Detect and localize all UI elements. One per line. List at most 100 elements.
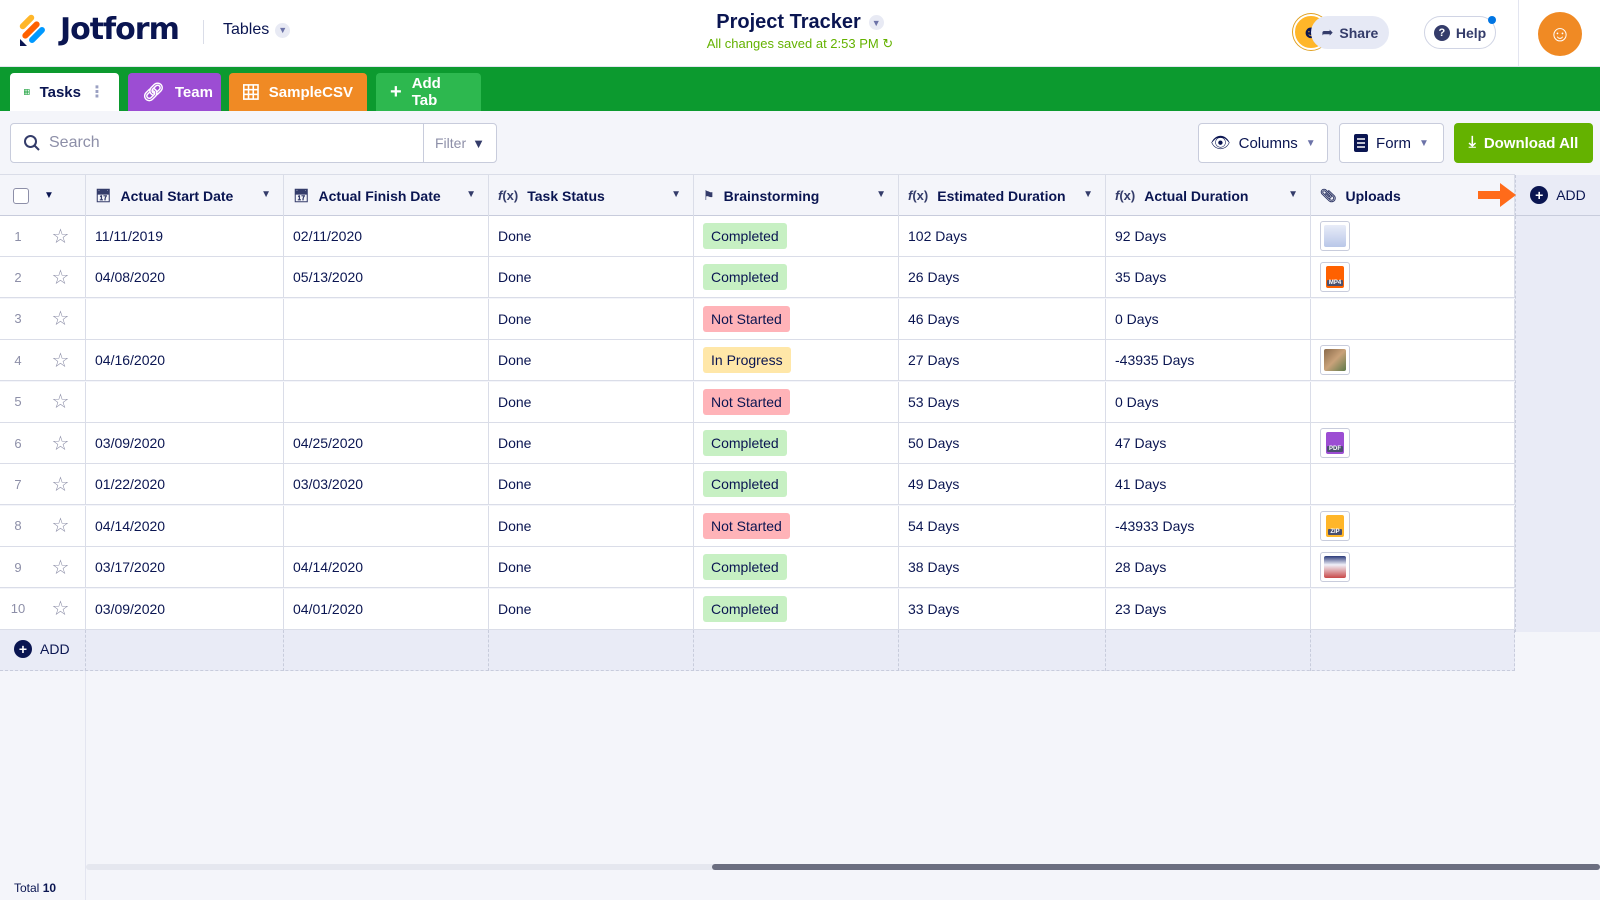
column-header-actual-start-date[interactable]: 📅︎ Actual Start Date ▼ <box>86 175 284 216</box>
table-row[interactable]: 8 ☆ 04/14/2020 Done Not Started 54 Days -43933… <box>0 505 1515 547</box>
column-header-actual-finish-date[interactable]: 📅︎ Actual Finish Date ▼ <box>284 175 489 216</box>
column-header-brainstorming[interactable]: ⚑ Brainstorming ▼ <box>694 175 899 216</box>
table-row[interactable]: 3 ☆ Done Not Started 46 Days 0 Days <box>0 298 1515 340</box>
cell-start[interactable]: 04/16/2020 <box>86 340 284 381</box>
tab-options-icon[interactable]: ⋮ <box>89 84 105 101</box>
column-menu-chevron-icon[interactable]: ▼ <box>1083 189 1093 200</box>
cell-finish[interactable] <box>284 298 489 339</box>
cell-status[interactable]: Done <box>489 588 694 629</box>
search-input[interactable] <box>49 134 389 152</box>
star-icon[interactable]: ☆ <box>51 556 70 579</box>
cell-upload[interactable]: MP4 <box>1311 257 1515 298</box>
cell-upload[interactable] <box>1311 381 1515 422</box>
column-menu-chevron-icon[interactable]: ▼ <box>261 189 271 200</box>
add-column-button[interactable]: + ADD <box>1515 175 1600 216</box>
cell-brainstorm[interactable]: Not Started <box>694 381 899 422</box>
cell-status[interactable]: Done <box>489 464 694 505</box>
cell-actual[interactable]: 92 Days <box>1106 216 1311 256</box>
upload-thumbnail[interactable] <box>1320 345 1350 376</box>
user-avatar[interactable]: ☺ <box>1538 12 1582 56</box>
cell-finish[interactable] <box>284 340 489 381</box>
add-row-button[interactable]: + ADD <box>14 640 70 658</box>
select-all-checkbox[interactable] <box>13 187 29 204</box>
table-row[interactable]: 1 ☆ 11/11/2019 02/11/2020 Done Completed 102 D… <box>0 216 1515 257</box>
cell-upload[interactable] <box>1311 547 1515 588</box>
tab-tasks[interactable]: Tasks ⋮ <box>10 73 119 111</box>
cell-finish[interactable]: 03/03/2020 <box>284 464 489 505</box>
horizontal-scrollbar-thumb[interactable] <box>712 864 1600 870</box>
cell-brainstorm[interactable]: In Progress <box>694 340 899 381</box>
column-header-task-status[interactable]: f(x) Task Status ▼ <box>489 175 694 216</box>
cell-brainstorm[interactable]: Completed <box>694 257 899 298</box>
table-row[interactable]: 7 ☆ 01/22/2020 03/03/2020 Done Completed 49 Da… <box>0 464 1515 506</box>
cell-start[interactable]: 03/09/2020 <box>86 588 284 629</box>
table-row[interactable]: 5 ☆ Done Not Started 53 Days 0 Days <box>0 381 1515 423</box>
cell-est[interactable]: 33 Days <box>899 588 1106 629</box>
cell-status[interactable]: Done <box>489 340 694 381</box>
cell-actual[interactable]: 0 Days <box>1106 298 1311 339</box>
cell-status[interactable]: Done <box>489 423 694 463</box>
cell-finish[interactable] <box>284 505 489 546</box>
cell-status[interactable]: Done <box>489 216 694 256</box>
cell-est[interactable]: 50 Days <box>899 423 1106 463</box>
columns-button[interactable]: 👁︎ Columns ▼ <box>1198 123 1328 163</box>
share-button[interactable]: ➦ Share <box>1311 16 1389 49</box>
cell-start[interactable]: 01/22/2020 <box>86 464 284 505</box>
cell-brainstorm[interactable]: Completed <box>694 547 899 588</box>
cell-upload[interactable]: ZIP <box>1311 505 1515 546</box>
title-chevron-down-icon[interactable]: ▼ <box>868 15 884 30</box>
cell-brainstorm[interactable]: Completed <box>694 464 899 505</box>
cell-actual[interactable]: -43935 Days <box>1106 340 1311 381</box>
column-menu-chevron-icon[interactable]: ▼ <box>466 189 476 200</box>
table-row[interactable]: 6 ☆ 03/09/2020 04/25/2020 Done Completed 50 Da… <box>0 423 1515 464</box>
cell-est[interactable]: 54 Days <box>899 505 1106 546</box>
cell-status[interactable]: Done <box>489 381 694 422</box>
cell-actual[interactable]: 35 Days <box>1106 257 1311 298</box>
cell-upload[interactable]: PDF <box>1311 423 1515 463</box>
star-icon[interactable]: ☆ <box>51 349 70 372</box>
column-header-actual-duration[interactable]: f(x) Actual Duration ▼ <box>1106 175 1311 216</box>
column-menu-chevron-icon[interactable]: ▼ <box>1288 189 1298 200</box>
help-button[interactable]: ? Help <box>1424 16 1496 49</box>
star-icon[interactable]: ☆ <box>51 391 70 414</box>
cell-brainstorm[interactable]: Completed <box>694 423 899 463</box>
cell-upload[interactable] <box>1311 298 1515 339</box>
cell-finish[interactable]: 04/01/2020 <box>284 588 489 629</box>
tab-team[interactable]: 🔗︎ Team <box>128 73 221 111</box>
select-chevron-down-icon[interactable]: ▼ <box>44 190 54 201</box>
cell-status[interactable]: Done <box>489 257 694 298</box>
cell-status[interactable]: Done <box>489 298 694 339</box>
tab-samplecsv[interactable]: SampleCSV <box>229 73 367 111</box>
cell-start[interactable]: 04/08/2020 <box>86 257 284 298</box>
cell-actual[interactable]: 28 Days <box>1106 547 1311 588</box>
star-icon[interactable]: ☆ <box>51 225 70 248</box>
star-icon[interactable]: ☆ <box>51 515 70 538</box>
column-header-estimated-duration[interactable]: f(x) Estimated Duration ▼ <box>899 175 1106 216</box>
cell-est[interactable]: 53 Days <box>899 381 1106 422</box>
upload-thumbnail[interactable] <box>1320 552 1350 583</box>
cell-start[interactable]: 11/11/2019 <box>86 216 284 256</box>
table-row[interactable]: 4 ☆ 04/16/2020 Done In Progress 27 Days -43935… <box>0 340 1515 382</box>
product-selector[interactable]: Tables ▼ <box>223 21 291 39</box>
table-row[interactable]: 9 ☆ 03/17/2020 04/14/2020 Done Completed 38 Da… <box>0 547 1515 589</box>
cell-brainstorm[interactable]: Not Started <box>694 298 899 339</box>
page-title[interactable]: Project Tracker <box>716 11 861 33</box>
form-button[interactable]: Form ▼ <box>1339 123 1444 163</box>
cell-upload[interactable] <box>1311 340 1515 381</box>
cell-est[interactable]: 49 Days <box>899 464 1106 505</box>
cell-finish[interactable]: 05/13/2020 <box>284 257 489 298</box>
cell-est[interactable]: 102 Days <box>899 216 1106 256</box>
table-row[interactable]: 10 ☆ 03/09/2020 04/01/2020 Done Completed 33 D… <box>0 588 1515 630</box>
cell-start[interactable]: 04/14/2020 <box>86 505 284 546</box>
download-all-button[interactable]: ⤓ Download All <box>1454 123 1593 163</box>
jotform-logo[interactable]: Jotform <box>18 12 180 47</box>
column-menu-chevron-icon[interactable]: ▼ <box>671 189 681 200</box>
cell-finish[interactable]: 02/11/2020 <box>284 216 489 256</box>
cell-upload[interactable] <box>1311 588 1515 629</box>
cell-start[interactable]: 03/09/2020 <box>86 423 284 463</box>
cell-start[interactable]: 03/17/2020 <box>86 547 284 588</box>
cell-finish[interactable] <box>284 381 489 422</box>
upload-thumbnail[interactable]: PDF <box>1320 428 1350 458</box>
cell-est[interactable]: 38 Days <box>899 547 1106 588</box>
cell-upload[interactable] <box>1311 216 1515 256</box>
